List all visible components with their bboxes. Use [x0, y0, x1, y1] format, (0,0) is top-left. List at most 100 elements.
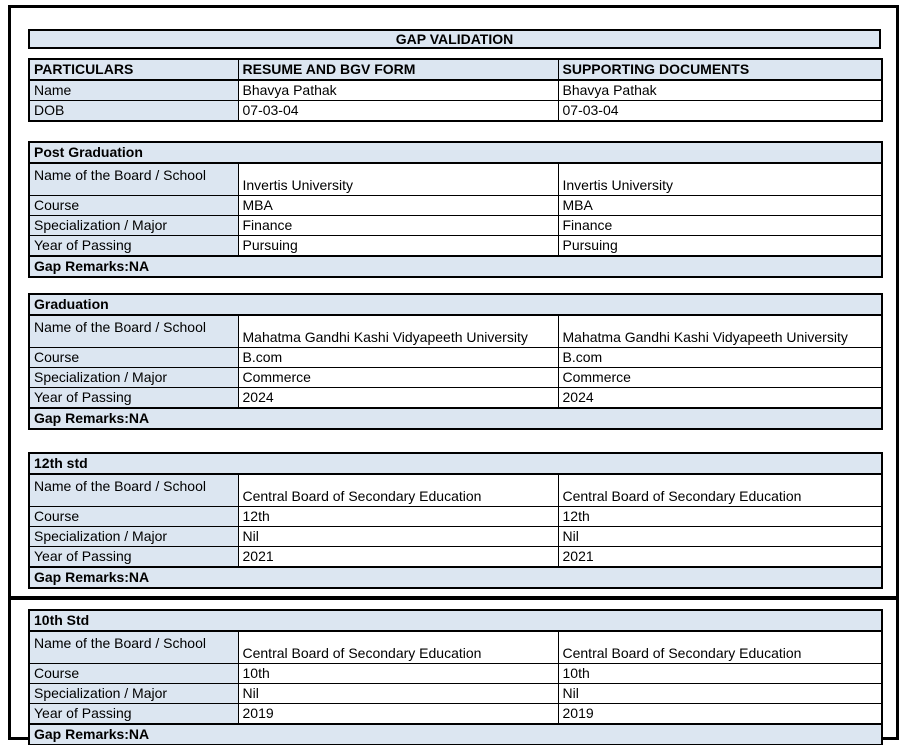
supporting-value: Bhavya Pathak: [557, 79, 883, 101]
row-label: Name: [28, 79, 239, 101]
table-row: Year of Passing Pursuing Pursuing: [28, 235, 883, 257]
column-header-supporting: SUPPORTING DOCUMENTS: [557, 58, 883, 81]
row-label: DOB: [28, 100, 239, 122]
supporting-value: 07-03-04: [557, 100, 883, 122]
resume-value: 10th: [237, 663, 559, 684]
supporting-value: 10th: [557, 663, 883, 684]
table-row: Course B.com B.com: [28, 347, 883, 368]
row-label: Course: [28, 195, 239, 216]
resume-value: 07-03-04: [237, 100, 559, 122]
table-row: Name of the Board / School Invertis Univ…: [28, 162, 883, 196]
gap-remarks: Gap Remarks:NA: [28, 407, 883, 430]
supporting-value: Central Board of Secondary Education: [557, 630, 883, 664]
resume-value: Pursuing: [237, 235, 559, 257]
supporting-value: Nil: [557, 526, 883, 547]
resume-value: Nil: [237, 683, 559, 704]
table-row: Specialization / Major Finance Finance: [28, 215, 883, 236]
gap-remarks: Gap Remarks:NA: [28, 723, 883, 745]
resume-value: B.com: [237, 347, 559, 368]
section-table-graduation: Graduation Name of the Board / School Ma…: [28, 293, 884, 430]
column-header-particulars: PARTICULARS: [28, 58, 239, 81]
row-label: Year of Passing: [28, 387, 239, 409]
row-label: Name of the Board / School: [28, 162, 239, 196]
table-row: Name of the Board / School Central Board…: [28, 630, 883, 664]
gap-remarks-row: Gap Remarks:NA: [28, 566, 883, 589]
supporting-value: 2019: [557, 703, 883, 725]
row-label: Year of Passing: [28, 546, 239, 568]
page-title: GAP VALIDATION: [28, 29, 881, 49]
supporting-value: MBA: [557, 195, 883, 216]
table-row: Name of the Board / School Central Board…: [28, 473, 883, 507]
resume-value: Bhavya Pathak: [237, 79, 559, 101]
table-row: Year of Passing 2019 2019: [28, 703, 883, 725]
supporting-value: Pursuing: [557, 235, 883, 257]
table-row: Specialization / Major Nil Nil: [28, 526, 883, 547]
section-header-row: Post Graduation: [28, 141, 883, 164]
section-table-10th: 10th Std Name of the Board / School Cent…: [28, 609, 883, 745]
table-row: Course 12th 12th: [28, 506, 883, 527]
table-row: Name of the Board / School Mahatma Gandh…: [28, 314, 883, 348]
gap-remarks: Gap Remarks:NA: [28, 255, 883, 278]
section-divider: [11, 596, 896, 600]
row-label: Name of the Board / School: [28, 473, 239, 507]
resume-value: Nil: [237, 526, 559, 547]
table-row: DOB 07-03-04 07-03-04: [28, 100, 883, 122]
resume-value: MBA: [237, 195, 559, 216]
row-label: Year of Passing: [28, 235, 239, 257]
supporting-value: 12th: [557, 506, 883, 527]
table-row: Course MBA MBA: [28, 195, 883, 216]
table-row: Specialization / Major Commerce Commerce: [28, 367, 883, 388]
resume-value: 2024: [237, 387, 559, 409]
section-heading: Graduation: [28, 293, 883, 316]
resume-value: Central Board of Secondary Education: [237, 630, 559, 664]
row-label: Name of the Board / School: [28, 630, 239, 664]
resume-value: Finance: [237, 215, 559, 236]
gap-remarks: Gap Remarks:NA: [28, 566, 883, 589]
document-frame: GAP VALIDATION PARTICULARS RESUME AND BG…: [8, 5, 899, 745]
gap-remarks-row: Gap Remarks:NA: [28, 723, 883, 745]
supporting-value: Mahatma Gandhi Kashi Vidyapeeth Universi…: [557, 314, 883, 348]
section-header-row: 10th Std: [28, 609, 883, 632]
column-header-resume: RESUME AND BGV FORM: [237, 58, 559, 81]
row-label: Course: [28, 663, 239, 684]
table-row: Name Bhavya Pathak Bhavya Pathak: [28, 79, 883, 101]
resume-value: Mahatma Gandhi Kashi Vidyapeeth Universi…: [237, 314, 559, 348]
resume-value: 2021: [237, 546, 559, 568]
table-row: Course 10th 10th: [28, 663, 883, 684]
gap-remarks-row: Gap Remarks:NA: [28, 407, 883, 430]
gap-remarks-row: Gap Remarks:NA: [28, 255, 883, 278]
row-label: Year of Passing: [28, 703, 239, 725]
supporting-value: Finance: [557, 215, 883, 236]
resume-value: 12th: [237, 506, 559, 527]
supporting-value: 2021: [557, 546, 883, 568]
supporting-value: Central Board of Secondary Education: [557, 473, 883, 507]
resume-value: 2019: [237, 703, 559, 725]
supporting-value: Commerce: [557, 367, 883, 388]
table-header-row: PARTICULARS RESUME AND BGV FORM SUPPORTI…: [28, 58, 883, 81]
supporting-value: 2024: [557, 387, 883, 409]
section-header-row: Graduation: [28, 293, 883, 316]
section-table-post-graduation: Post Graduation Name of the Board / Scho…: [28, 141, 883, 278]
section-table-12th: 12th std Name of the Board / School Cent…: [28, 452, 883, 589]
table-row: Year of Passing 2021 2021: [28, 546, 883, 568]
table-row: Specialization / Major Nil Nil: [28, 683, 883, 704]
section-header-row: 12th std: [28, 452, 883, 475]
supporting-value: Nil: [557, 683, 883, 704]
supporting-value: B.com: [557, 347, 883, 368]
row-label: Specialization / Major: [28, 367, 239, 388]
row-label: Course: [28, 506, 239, 527]
section-heading: 12th std: [28, 452, 883, 475]
row-label: Specialization / Major: [28, 526, 239, 547]
resume-value: Invertis University: [237, 162, 559, 196]
row-label: Specialization / Major: [28, 215, 239, 236]
resume-value: Central Board of Secondary Education: [237, 473, 559, 507]
table-row: Year of Passing 2024 2024: [28, 387, 883, 409]
row-label: Specialization / Major: [28, 683, 239, 704]
section-heading: Post Graduation: [28, 141, 883, 164]
resume-value: Commerce: [237, 367, 559, 388]
particulars-table: PARTICULARS RESUME AND BGV FORM SUPPORTI…: [28, 58, 883, 122]
section-heading: 10th Std: [28, 609, 883, 632]
supporting-value: Invertis University: [557, 162, 883, 196]
row-label: Course: [28, 347, 239, 368]
